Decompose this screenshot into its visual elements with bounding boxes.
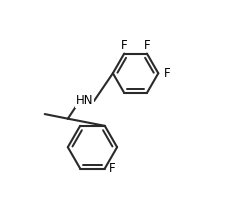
Text: F: F [120,39,127,52]
Text: F: F [108,162,114,175]
Text: F: F [163,67,170,80]
Text: HN: HN [76,94,93,108]
Text: F: F [143,39,150,52]
